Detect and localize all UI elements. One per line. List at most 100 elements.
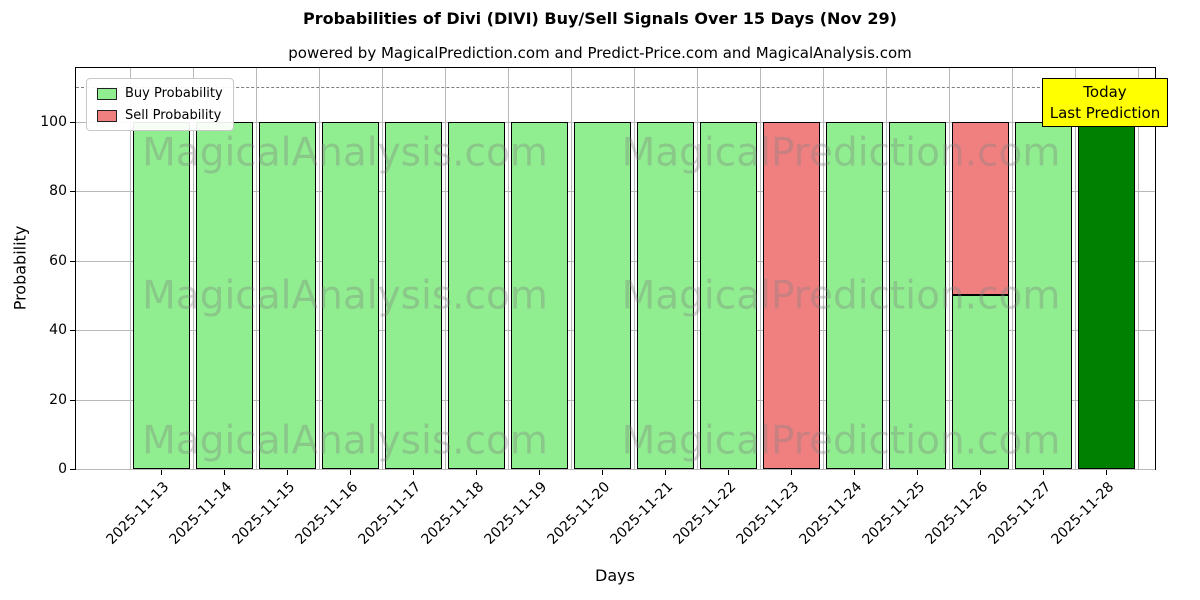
today-annotation: Today Last Prediction [1042,78,1168,128]
x-tick-label: 2025-11-17 [355,479,425,548]
bar-sell-2025-11-26 [951,121,1009,296]
x-tick-label: 2025-11-18 [418,479,488,548]
annotation-line-1: Today [1083,83,1127,101]
legend-item-sell: Sell Probability [97,108,223,123]
y-tick-label: 80 [49,183,67,200]
chart-subtitle: powered by MagicalPrediction.com and Pre… [288,44,912,62]
y-tick-mark [70,469,75,470]
gridline-vertical [822,68,824,469]
x-tick-label: 2025-11-23 [733,479,803,548]
x-tick-mark [728,470,729,475]
x-tick-label: 2025-11-15 [229,479,299,548]
x-tick-mark [602,470,603,475]
gridline-vertical [381,68,383,469]
x-tick-mark [476,470,477,475]
dashed-gridline [76,87,1155,89]
plot-area: Buy Probability Sell Probability Today L… [75,67,1168,470]
x-tick-mark [791,470,792,475]
gridline-vertical [1074,68,1076,469]
legend-item-buy: Buy Probability [97,86,223,101]
x-tick-label: 2025-11-24 [796,479,866,548]
bar-sell-2025-11-23 [762,121,820,469]
gridline-vertical [696,68,698,469]
watermark-text: MagicalPrediction.com [621,273,1061,319]
legend-label-sell: Sell Probability [125,108,222,123]
gridline-vertical [633,68,635,469]
y-tick-mark [70,121,75,123]
x-tick-mark [350,470,351,475]
x-tick-mark [1043,470,1044,475]
y-tick-label: 60 [49,252,67,269]
bar-buy-2025-11-17 [384,121,442,469]
bar-buy-2025-11-20 [573,121,631,469]
annotation-line-2: Last Prediction [1049,103,1161,122]
x-tick-mark [1106,470,1107,475]
bar-buy-2025-11-24 [825,121,883,469]
gridline-vertical [444,68,446,469]
gridline-vertical [255,68,257,469]
bar-buy-2025-11-18 [447,121,505,469]
x-tick-label: 2025-11-16 [292,479,362,548]
bar-buy-2025-11-25 [888,121,946,469]
legend-label-buy: Buy Probability [125,86,223,101]
y-tick-mark [70,191,75,193]
bar-buy-2025-11-19 [510,121,568,469]
sell-swatch-icon [97,109,117,122]
x-tick-mark [980,470,981,475]
x-tick-mark [917,470,918,475]
gridline-vertical [507,68,509,469]
y-tick-label: 100 [40,113,67,130]
y-tick-mark [70,260,75,262]
watermark-text: MagicalAnalysis.com [142,418,548,464]
gridline-vertical [759,68,761,469]
gridline-vertical [570,68,572,469]
gridline-vertical [1011,68,1013,469]
y-tick-mark [70,330,75,332]
bar-buy-2025-11-16 [321,121,379,469]
bar-buy-2025-11-13 [132,121,190,469]
x-tick-mark [539,470,540,475]
bar-buy-2025-11-14 [195,121,253,469]
gridline-vertical [1137,68,1139,469]
x-tick-label: 2025-11-14 [166,479,236,548]
x-tick-mark [224,470,225,475]
gridline-vertical [885,68,887,469]
x-tick-label: 2025-11-26 [922,479,992,548]
x-tick-label: 2025-11-13 [103,479,173,548]
gridline-vertical [192,68,194,469]
x-tick-label: 2025-11-21 [607,479,677,548]
watermark-text: MagicalAnalysis.com [142,273,548,319]
y-tick-label: 40 [49,322,67,339]
x-tick-label: 2025-11-22 [670,479,740,548]
y-tick-label: 0 [58,461,67,477]
gridline-vertical [948,68,950,469]
watermark-text: MagicalPrediction.com [621,130,1061,176]
x-tick-mark [161,470,162,475]
gridline-vertical [129,68,131,469]
y-tick-mark [70,399,75,401]
x-tick-mark [854,470,855,475]
x-tick-label: 2025-11-28 [1048,479,1118,548]
bar-buy-2025-11-21 [636,121,694,469]
x-axis-label: Days [595,566,635,585]
x-tick-label: 2025-11-25 [859,479,929,548]
x-tick-mark [413,470,414,475]
x-tick-label: 2025-11-20 [544,479,614,548]
x-tick-mark [665,470,666,475]
x-tick-label: 2025-11-27 [985,479,1055,548]
watermark-text: MagicalAnalysis.com [142,130,548,176]
gridline-horizontal [76,469,1155,470]
buy-swatch-icon [97,87,117,100]
bar-buy-2025-11-15 [258,121,316,469]
legend: Buy Probability Sell Probability [86,78,234,131]
bar-buy-2025-11-22 [699,121,757,469]
bar-buy-2025-11-28 [1077,121,1135,469]
bar-buy-2025-11-26 [951,295,1009,469]
y-tick-label: 20 [49,391,67,408]
gridline-vertical [318,68,320,469]
watermark-text: MagicalPrediction.com [621,418,1061,464]
bar-buy-2025-11-27 [1014,121,1072,469]
x-tick-label: 2025-11-19 [481,479,551,548]
chart-title: Probabilities of Divi (DIVI) Buy/Sell Si… [303,9,897,28]
